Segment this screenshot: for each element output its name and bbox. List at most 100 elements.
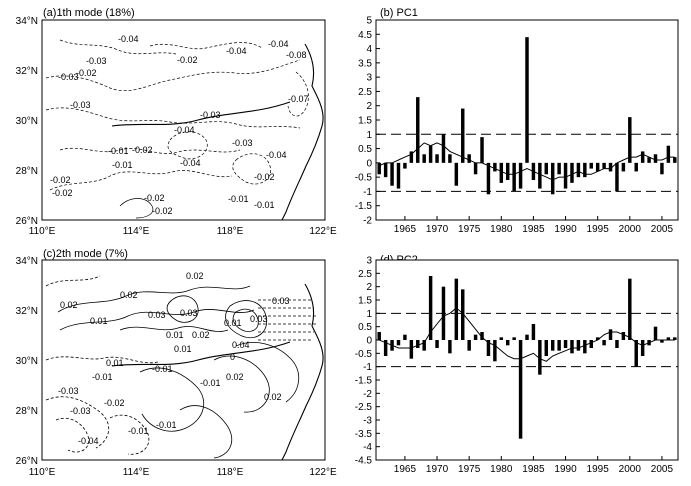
panel-a-title: (a)1th mode (18%) — [43, 7, 135, 19]
lon-label: 122°E — [309, 226, 337, 237]
contour-label: -0.02 — [254, 172, 275, 182]
contour-label: -0.01 — [228, 194, 249, 204]
pc1-bar — [499, 162, 504, 183]
contour-label: -0.02 — [177, 55, 198, 65]
pc1-bar — [576, 162, 581, 178]
pc1-bar — [467, 154, 471, 163]
map-c-lon-labels: 110°E 114°E 118°E 122°E — [29, 467, 337, 478]
pc2-bar — [383, 340, 388, 356]
pc1-bar — [550, 162, 555, 195]
pc2-bar — [673, 337, 677, 340]
contour-label: -0.01 — [254, 200, 275, 210]
contour-label: -0.04 — [268, 39, 289, 49]
pc1-ytick-label: 3.5 — [358, 58, 372, 69]
pc1-bar — [473, 162, 478, 175]
pc2-bar — [480, 332, 484, 340]
contour-label: -0.01 — [92, 372, 113, 382]
map-c-lat-labels: 26°N 28°N 30°N 32°N 34°N — [16, 256, 38, 467]
pc1-bar — [673, 157, 677, 163]
pc1-bar — [525, 37, 529, 163]
pc2-ytick-label: 2 — [366, 282, 372, 293]
contour-label: 0.02 — [226, 372, 244, 382]
lon-label: 114°E — [123, 467, 150, 478]
contour-label: -0.04 — [266, 150, 287, 160]
contour-label: -0.04 — [174, 125, 195, 135]
contour-label: -0.01 — [108, 146, 129, 156]
pc2-bar — [608, 329, 613, 340]
pc2-ytick-label: -4.5 — [355, 456, 373, 467]
pc1-bar — [493, 162, 497, 172]
pc1-bar — [480, 137, 484, 163]
pc2-bar — [570, 340, 574, 354]
pc1-ytick-label: -0.5 — [355, 173, 373, 184]
pc1-xtick-label: 1970 — [426, 224, 449, 235]
pc2-bar — [531, 324, 536, 340]
pc2-bar — [576, 340, 581, 351]
pc2-bar — [416, 340, 420, 348]
pc2-bar — [422, 340, 426, 351]
contour-label: -0.03 — [86, 56, 107, 66]
pc2-bar — [595, 337, 600, 340]
contour-label: -0.01 — [112, 160, 133, 170]
pc2-bar — [634, 340, 638, 367]
pc2-bar — [538, 340, 542, 375]
pc1-ytick-label: 2.5 — [358, 87, 372, 98]
pc1-bar — [621, 162, 626, 172]
pc1-bar — [486, 162, 491, 195]
lon-label: 118°E — [217, 226, 244, 237]
pc1-ytick-label: -1.5 — [355, 201, 373, 212]
map-a-frame — [41, 19, 326, 221]
pc2-ytick-label: -3.5 — [355, 429, 373, 440]
pc1-bar — [563, 162, 568, 189]
pc2-bar — [653, 326, 658, 340]
pc1-bar — [647, 157, 651, 163]
contour-label: -0.07 — [288, 94, 309, 104]
lat-label: 26°N — [16, 456, 38, 467]
pc1-bar — [377, 162, 381, 175]
pc2-bar — [505, 340, 510, 346]
contour-label: 0.01 — [106, 358, 124, 368]
pc1-plot: -2 -1.5 -1 -0.5 0 0.5 1 1.5 2 2.5 3 3.5 4 4.5 5 1965 197… — [355, 16, 679, 235]
pc1-bar — [628, 117, 632, 163]
pc2-bar — [512, 337, 516, 340]
pc1-ytick-label: 2 — [366, 101, 372, 112]
contour-label: 0.02 — [192, 330, 210, 340]
contour-label: -0.02 — [52, 188, 73, 198]
panel-d-chart: (d) PC2 -4.5-4-3.5-3-2.5-2-1.5-1-0.500.5… — [355, 254, 679, 475]
contour-label: -0.04 — [180, 158, 201, 168]
pc2-ytick-label: -1 — [363, 362, 372, 373]
pc2-ytick-label: -4 — [363, 442, 372, 453]
contour-label: -0.03 — [232, 138, 253, 148]
pc2-xtick-label: 1995 — [587, 464, 610, 475]
contour-label: -0.03 — [70, 100, 91, 110]
contour-label: 0.03 — [148, 310, 166, 320]
contour-label: -0.02 — [76, 68, 97, 78]
pc1-bar — [505, 162, 510, 180]
pc2-bar — [525, 334, 529, 340]
contour-label: 0.03 — [250, 314, 268, 324]
map-a-contours — [45, 39, 309, 219]
lat-label: 26°N — [16, 216, 38, 227]
contour-label: -0.02 — [50, 175, 71, 185]
pc1-bar — [602, 162, 606, 169]
pc1-bar — [383, 162, 388, 178]
contour-label: -0.04 — [118, 34, 139, 44]
pc2-ytick-label: 1 — [366, 309, 372, 320]
contour-label: -0.01 — [156, 420, 177, 430]
pc2-xtick-label: 2005 — [651, 464, 674, 475]
pc2-bar — [660, 340, 664, 343]
pc1-ytick-label: 4 — [366, 44, 372, 55]
contour-label: -0.02 — [152, 206, 173, 216]
contour-label: -0.02 — [144, 193, 165, 203]
contour-label: -0.01 — [152, 364, 173, 374]
pc2-bar — [428, 276, 433, 340]
pc2-bar — [377, 332, 381, 340]
lon-label: 114°E — [123, 226, 150, 237]
pc2-bar — [461, 289, 465, 340]
pc1-bar — [441, 134, 446, 163]
map-a-lat-labels: 26°N 28°N 30°N 32°N 34°N — [16, 16, 38, 227]
pc2-bar — [628, 278, 632, 340]
pc1-bar — [583, 162, 587, 178]
contour-label: -0.08 — [286, 50, 307, 60]
